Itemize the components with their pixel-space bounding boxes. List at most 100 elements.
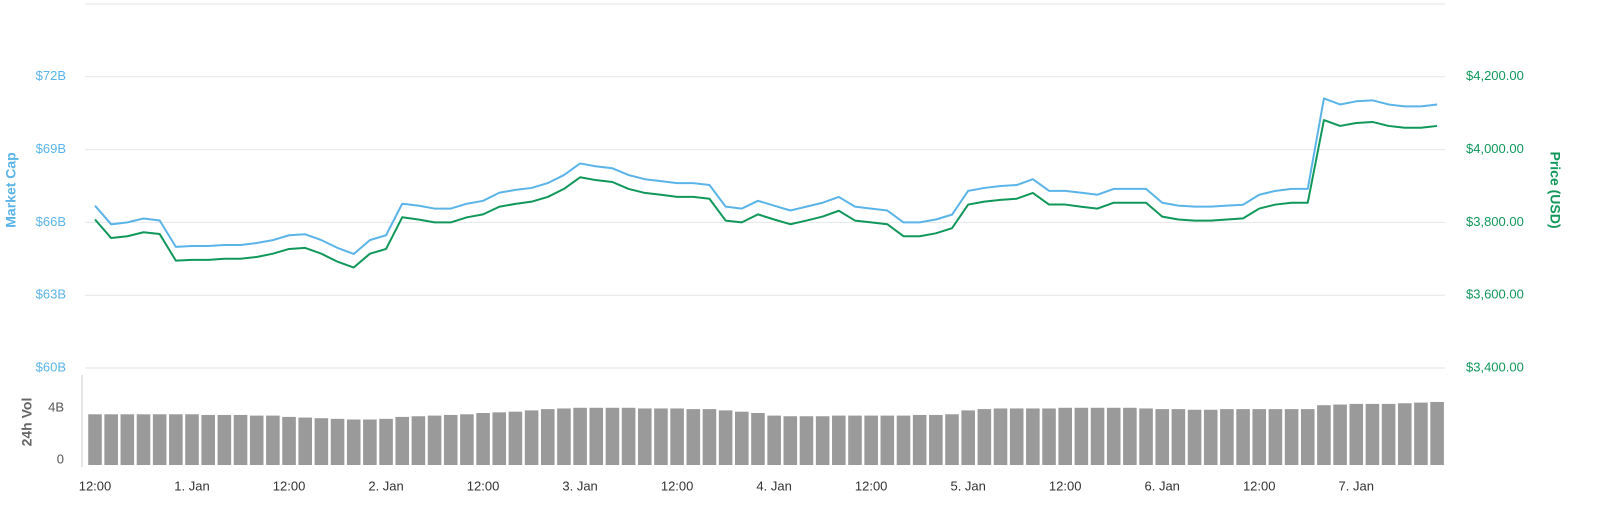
x-tick-label: 12:00 (661, 478, 694, 493)
x-tick-label: 1. Jan (174, 478, 209, 493)
volume-bar (686, 409, 701, 465)
x-tick-label: 5. Jan (950, 478, 985, 493)
y-tick-label: $60B (36, 359, 66, 374)
x-tick-label: 12:00 (1049, 478, 1082, 493)
volume-bar (1430, 401, 1444, 465)
volume-bar (524, 410, 539, 465)
volume-bar (702, 409, 717, 465)
volume-bar (1317, 405, 1331, 465)
volume-bar (443, 414, 458, 465)
volume-bar (832, 415, 846, 465)
volume-bar (1026, 408, 1040, 465)
x-tick-label: 6. Jan (1145, 478, 1180, 493)
x-tick-label: 12:00 (467, 478, 500, 493)
volume-bar (1381, 403, 1396, 465)
volume-bar (379, 418, 393, 465)
series-line (94, 97, 1438, 255)
volume-bar (1123, 407, 1137, 465)
volume-bar (1058, 407, 1072, 465)
y-tick-label: $63B (36, 287, 66, 302)
volume-bar (1139, 408, 1153, 465)
volume-bar (217, 414, 232, 465)
volume-bar (718, 410, 733, 465)
volume-bar (880, 415, 895, 465)
volume-bar (912, 414, 927, 465)
volume-bar (185, 414, 199, 465)
volume-bar (1187, 409, 1202, 465)
volume-bar (670, 408, 684, 465)
y2-tick-label: $4,200.00 (1466, 68, 1524, 83)
volume-tick-label: 4B (48, 399, 64, 414)
volume-bar (1220, 409, 1234, 465)
volume-bar (540, 409, 555, 465)
volume-bar (1042, 408, 1056, 465)
volume-bar (1009, 408, 1024, 465)
volume-bar (1365, 403, 1380, 465)
volume-bar (1333, 404, 1347, 465)
x-tick-label: 12:00 (273, 478, 306, 493)
series-line (94, 119, 1438, 269)
volume-bar (977, 409, 992, 465)
volume-bar (767, 415, 781, 465)
volume-bar (266, 415, 280, 465)
volume-bar (346, 419, 361, 465)
y2-tick-label: $4,000.00 (1466, 141, 1524, 156)
volume-bar (1252, 409, 1267, 465)
y-axis-title: Market Cap (3, 152, 19, 227)
volume-bar (735, 411, 749, 465)
volume-bar (993, 408, 1008, 465)
volume-bar (621, 407, 636, 465)
x-tick-label: 7. Jan (1339, 478, 1374, 493)
volume-bar (233, 414, 248, 465)
volume-bar (314, 418, 329, 465)
volume-bar (1284, 409, 1299, 465)
volume-bar (848, 415, 862, 465)
volume-bar (1106, 407, 1121, 465)
volume-bar (249, 415, 264, 465)
volume-bar (88, 414, 102, 465)
volume-bar (1155, 409, 1170, 465)
volume-bar (169, 414, 183, 465)
volume-bar (654, 408, 668, 465)
x-tick-label: 4. Jan (756, 478, 791, 493)
y-tick-label: $69B (36, 141, 66, 156)
volume-bar (589, 407, 604, 465)
volume-bar (637, 408, 652, 465)
volume-bar (411, 416, 426, 465)
volume-bar (330, 418, 345, 465)
volume-bar (896, 415, 911, 465)
volume-bar (427, 415, 442, 465)
volume-bar (395, 416, 410, 465)
volume-bar (815, 416, 830, 465)
x-tick-label: 12:00 (1243, 478, 1276, 493)
volume-bar (460, 414, 474, 465)
volume-bar (605, 407, 620, 465)
volume-bar (945, 414, 959, 465)
x-tick-label: 12:00 (79, 478, 112, 493)
volume-bar (961, 410, 975, 465)
y2-axis-title: Price (USD) (1547, 151, 1563, 228)
volume-bar (120, 414, 135, 465)
volume-bar (363, 419, 377, 465)
volume-bar (1268, 409, 1283, 465)
volume-bar (201, 414, 215, 465)
y-tick-label: $72B (36, 68, 66, 83)
volume-bar (929, 414, 943, 465)
volume-bar (1397, 403, 1412, 465)
volume-bar (1203, 409, 1218, 465)
volume-bar (298, 417, 313, 465)
volume-bar (1090, 407, 1105, 465)
volume-bar (751, 413, 765, 465)
y2-tick-label: $3,400.00 (1466, 359, 1524, 374)
volume-bar (508, 411, 523, 465)
volume-bar (557, 408, 571, 465)
volume-bar (282, 416, 296, 465)
y2-tick-label: $3,800.00 (1466, 214, 1524, 229)
volume-bar (492, 412, 507, 465)
y2-tick-label: $3,600.00 (1466, 287, 1524, 302)
volume-bar (1236, 409, 1250, 465)
x-tick-label: 3. Jan (562, 478, 597, 493)
volume-bar (136, 414, 151, 465)
